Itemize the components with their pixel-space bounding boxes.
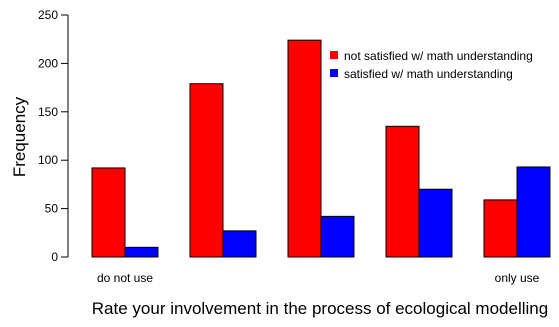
bar-not-satisfied <box>189 83 224 258</box>
bar-group <box>91 39 551 258</box>
legend-label-not-satisfied: not satisfied w/ math understanding <box>344 49 533 63</box>
y-axis-title: Frequency <box>10 96 29 177</box>
bar-satisfied <box>222 230 257 258</box>
bar-satisfied <box>418 188 453 258</box>
bar-satisfied <box>320 215 355 258</box>
bar-not-satisfied <box>483 199 518 258</box>
y-axis: 0 50 100 150 200 250 <box>38 8 69 264</box>
x-tick-label: do not use <box>97 271 153 285</box>
bar-not-satisfied <box>385 125 420 258</box>
y-tick-label: 150 <box>38 105 58 119</box>
x-tick-label: only use <box>495 271 540 285</box>
bar-satisfied <box>124 246 159 258</box>
y-tick-label: 0 <box>51 250 58 264</box>
y-tick-label: 250 <box>38 8 58 22</box>
x-tick-labels: do not use only use <box>97 271 540 285</box>
bar-not-satisfied <box>91 167 126 258</box>
legend-label-satisfied: satisfied w/ math understanding <box>344 67 513 81</box>
legend: not satisfied w/ math understanding satis… <box>330 49 533 81</box>
x-axis-title: Rate your involvement in the process of … <box>92 299 548 318</box>
legend-swatch-not-satisfied <box>330 51 338 59</box>
legend-swatch-satisfied <box>330 69 338 77</box>
y-tick-label: 50 <box>45 202 59 216</box>
y-tick-label: 200 <box>38 56 58 70</box>
bar-not-satisfied <box>287 39 322 258</box>
y-tick-label: 100 <box>38 153 58 167</box>
bar-satisfied <box>516 166 551 258</box>
